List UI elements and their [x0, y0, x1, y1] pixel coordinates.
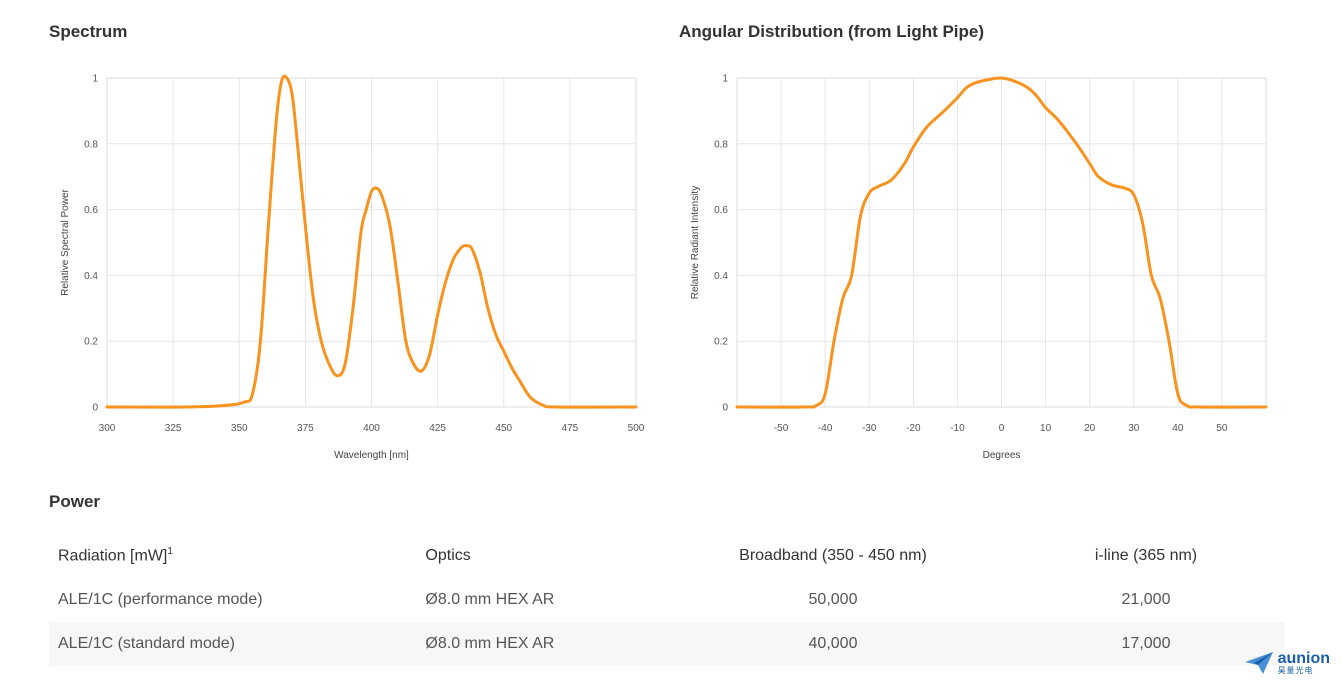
angular-y-tick-label: 0.8 — [714, 139, 728, 150]
header-broadband: Broadband (350 - 450 nm) — [739, 547, 927, 564]
cell-broadband: 40,000 — [659, 622, 1007, 666]
spectrum-y-tick-label: 0 — [92, 403, 98, 414]
aunion-logo: aunion 昊量光电 — [1244, 651, 1330, 675]
angular-y-tick-label: 0 — [722, 403, 728, 414]
angular-x-axis-label: Degrees — [983, 450, 1021, 461]
angular-distribution-chart: 0 0.2 0.4 0.6 0.8 1 -50 -40 -30 -20 -10 0 10 20 30 40 50… — [690, 74, 1268, 461]
paper-plane-icon — [1244, 652, 1273, 674]
spectrum-chart: 0 0.2 0.4 0.6 0.8 1 300 325 350 375 400 425 450 475 50… — [60, 74, 645, 462]
spectrum-y-tick-label: 0.4 — [84, 271, 98, 282]
spectrum-y-tick-label: 0.2 — [84, 337, 98, 348]
angular-x-tick-label: -10 — [950, 423, 965, 434]
cell-optics: Ø8.0 mm HEX AR — [425, 591, 555, 608]
spectrum-x-tick-label: 375 — [297, 423, 314, 434]
angular-y-tick-label: 0.4 — [714, 271, 728, 282]
cell-i-line: 21,000 — [1121, 591, 1171, 608]
angular-y-tick-label: 0.6 — [714, 205, 728, 216]
table-header-row: Radiation [mW]1 Optics Broadband (350 - … — [49, 534, 1285, 578]
angular-y-tick-label: 1 — [722, 74, 728, 85]
cell-optics: Ø8.0 mm HEX AR — [416, 622, 659, 666]
spectrum-title: Spectrum — [49, 22, 128, 41]
cell-i-line: 17,000 — [1007, 622, 1285, 666]
power-table: Radiation [mW]1 Optics Broadband (350 - … — [49, 534, 1285, 666]
cell-model: ALE/1C (performance mode) — [58, 591, 263, 608]
angular-x-tick-label: 40 — [1172, 423, 1184, 434]
angular-x-tick-label: 0 — [999, 423, 1005, 434]
header-optics: Optics — [425, 547, 471, 564]
spectrum-x-tick-label: 450 — [495, 423, 512, 434]
angular-x-tick-label: 30 — [1128, 423, 1140, 434]
footnote-marker: 1 — [167, 546, 173, 558]
angular-series-line — [735, 76, 1268, 409]
table-row: ALE/1C (standard mode) Ø8.0 mm HEX AR 40… — [49, 622, 1285, 666]
angular-y-axis-label: Relative Radiant Intensity — [690, 186, 701, 299]
spectrum-x-tick-label: 400 — [363, 423, 380, 434]
angular-x-tick-label: 50 — [1216, 423, 1228, 434]
header-radiation: Radiation [mW]1 — [49, 534, 416, 578]
spectrum-x-axis-label: Wavelength [nm] — [334, 450, 409, 461]
spectrum-plot-frame — [106, 77, 637, 408]
table-row: ALE/1C (performance mode) Ø8.0 mm HEX AR… — [49, 578, 1285, 622]
spectrum-x-tick-label: 300 — [99, 423, 116, 434]
angular-x-tick-label: 20 — [1084, 423, 1096, 434]
spectrum-y-tick-label: 1 — [92, 74, 98, 85]
spectrum-y-axis-label: Relative Spectral Power — [60, 188, 71, 295]
spectrum-x-tick-label: 500 — [628, 423, 645, 434]
spectrum-series-line — [105, 74, 638, 409]
header-radiation-label: Radiation [mW] — [58, 547, 168, 565]
logo-subtitle: 昊量光电 — [1277, 666, 1314, 675]
power-title: Power — [49, 492, 101, 511]
angular-distribution-title: Angular Distribution (from Light Pipe) — [679, 22, 985, 41]
spectrum-y-tick-label: 0.6 — [84, 205, 98, 216]
cell-broadband: 50,000 — [808, 591, 858, 608]
spectrum-x-tick-label: 350 — [231, 423, 248, 434]
angular-x-tick-label: 10 — [1040, 423, 1052, 434]
angular-y-tick-label: 0.2 — [714, 337, 728, 348]
spectrum-x-tick-label: 325 — [165, 423, 182, 434]
spectrum-x-tick-label: 475 — [562, 423, 579, 434]
angular-x-tick-label: -20 — [906, 423, 921, 434]
angular-x-tick-label: -30 — [862, 423, 877, 434]
header-i-line: i-line (365 nm) — [1094, 547, 1198, 564]
spectrum-x-tick-label: 425 — [429, 423, 446, 434]
angular-x-tick-label: -40 — [818, 423, 833, 434]
spectrum-y-tick-label: 0.8 — [84, 139, 98, 150]
angular-x-tick-label: -50 — [774, 423, 789, 434]
cell-model: ALE/1C (standard mode) — [49, 622, 417, 666]
logo-wordmark: aunion — [1277, 650, 1330, 667]
